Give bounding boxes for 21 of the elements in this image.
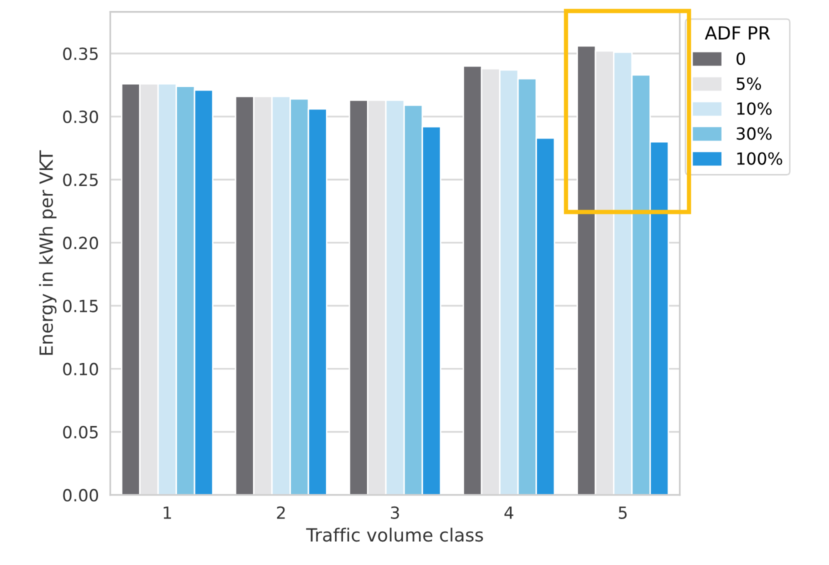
x-tick-label: 5: [618, 506, 627, 519]
x-tick-label: 2: [277, 506, 285, 519]
x-tick-label: 1: [164, 506, 171, 519]
y-tick-label: 0.05: [63, 426, 98, 438]
y-tick-label: 0.10: [63, 362, 98, 376]
y-tick-label: 0.30: [63, 110, 98, 124]
legend-label: 30%: [736, 127, 772, 140]
y-tick-label: 0.25: [63, 174, 98, 186]
y-tick-label: 0.35: [63, 47, 98, 60]
x-axis-title: Traffic volume class: [306, 528, 483, 542]
x-tick-label: 3: [390, 506, 399, 519]
y-tick-label: 0.20: [63, 236, 98, 250]
x-tick-label: 4: [504, 506, 514, 519]
legend-label: 100%: [737, 152, 782, 165]
y-axis-title: Energy in kWh per VKT: [39, 150, 56, 355]
y-tick-label: 0.00: [63, 488, 98, 502]
legend-title: ADF PR: [704, 26, 770, 40]
legend-label: 5%: [736, 77, 761, 90]
legend-label: 10%: [737, 102, 772, 115]
y-tick-label: 0.15: [63, 300, 98, 312]
legend-label: 0: [736, 52, 745, 65]
